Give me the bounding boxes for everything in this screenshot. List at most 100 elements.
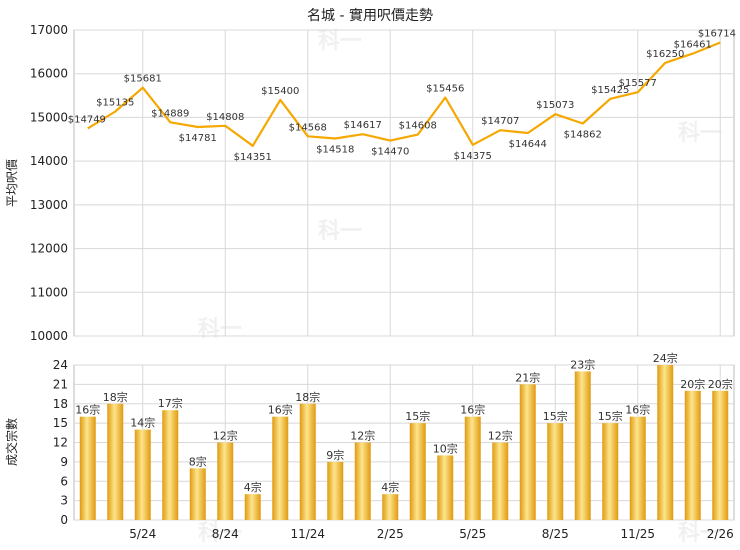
price-point-label: $14375	[454, 151, 492, 162]
transaction-bar	[629, 416, 646, 520]
transaction-bar-label: 16宗	[268, 403, 293, 417]
transaction-bar-label: 12宗	[350, 429, 375, 443]
price-y-tick-label: 10000	[30, 329, 68, 343]
transaction-bar-label: 21宗	[515, 370, 540, 384]
transaction-bar	[217, 442, 234, 520]
price-y-axis-label: 平均呎價	[5, 159, 19, 207]
transaction-bar-label: 12宗	[488, 429, 513, 443]
transaction-y-tick-label: 6	[60, 474, 68, 488]
transaction-y-tick-label: 18	[53, 397, 68, 411]
transaction-grid	[74, 364, 734, 521]
transaction-bar-label: 18宗	[103, 390, 128, 404]
price-grid	[74, 29, 734, 337]
price-series-line	[87, 41, 721, 147]
transaction-bar-label: 15宗	[405, 409, 430, 423]
price-point-label: $14617	[344, 120, 382, 131]
transaction-bar-label: 16宗	[625, 403, 650, 417]
watermark-text: 科一	[678, 521, 722, 546]
x-axis-ticks: 5/24 8/24 11/24 2/25 5/25 8/25 11/25 2/26	[129, 527, 733, 541]
transaction-bar	[684, 390, 701, 520]
transaction-y-tick-label: 9	[60, 455, 68, 469]
transaction-bar	[437, 455, 454, 520]
price-point-label: $14707	[481, 116, 519, 127]
x-tick-label: 11/24	[290, 527, 325, 541]
watermark-text: 科一	[318, 219, 362, 244]
price-y-tick-label: 15000	[30, 110, 68, 124]
price-point-label: $14608	[399, 121, 437, 132]
price-point-label: $15456	[426, 83, 464, 94]
transaction-y-tick-label: 15	[53, 416, 68, 430]
transaction-y-axis-label: 成交宗數	[4, 418, 19, 466]
price-point-label: $14470	[371, 147, 409, 158]
transaction-bar-label: 14宗	[130, 416, 155, 430]
x-tick-label: 8/25	[542, 527, 569, 541]
price-point-label: $14351	[234, 152, 272, 163]
transaction-y-tick-label: 12	[53, 436, 68, 450]
transaction-bar-label: 20宗	[680, 377, 705, 391]
transaction-bar-label: 23宗	[570, 357, 595, 371]
transaction-bar-label: 15宗	[543, 409, 568, 423]
transaction-bar	[382, 494, 399, 520]
transaction-bar	[602, 423, 619, 520]
x-tick-label: 5/25	[459, 527, 486, 541]
price-point-label: $15400	[261, 86, 299, 97]
transaction-bar	[162, 410, 179, 520]
transaction-bar	[79, 416, 96, 520]
transaction-bar-label: 4宗	[381, 480, 399, 494]
transaction-bar	[299, 403, 316, 520]
price-point-label: $15681	[124, 74, 162, 85]
transaction-bar	[519, 384, 536, 520]
price-point-label: $16714	[698, 29, 736, 40]
transaction-bars	[79, 365, 729, 520]
transaction-bar	[134, 429, 151, 520]
price-y-axis-ticks: 10000 11000 12000 13000 14000 15000 16000 17000	[30, 23, 68, 343]
price-point-label: $15135	[96, 98, 134, 109]
transaction-bar-label: 12宗	[213, 429, 238, 443]
chart-title: 名城 - 實用呎價走勢	[307, 7, 433, 24]
watermark-group-bottom: 科一 科一	[198, 521, 722, 546]
price-point-label: $15577	[619, 78, 657, 89]
transaction-bar	[354, 442, 371, 520]
price-point-label: $14889	[151, 108, 189, 119]
price-point-label: $14568	[289, 122, 327, 133]
transaction-bar-label: 10宗	[433, 441, 458, 455]
transaction-bar-label: 8宗	[189, 454, 207, 468]
price-point-label: $16461	[674, 40, 712, 51]
price-y-tick-label: 14000	[30, 154, 68, 168]
transaction-y-axis-ticks: 0 3 6 9 12 15 18 21 24	[53, 358, 68, 527]
transaction-bar	[409, 423, 426, 520]
transaction-bar	[464, 416, 481, 520]
transaction-bar	[712, 390, 729, 520]
price-y-tick-label: 13000	[30, 198, 68, 212]
transaction-bar-label: 18宗	[295, 390, 320, 404]
transaction-bar	[327, 461, 344, 520]
price-point-label: $14862	[564, 129, 602, 140]
price-y-tick-label: 17000	[30, 23, 68, 37]
transaction-bar	[657, 365, 674, 520]
x-tick-label: 8/24	[212, 527, 239, 541]
price-point-labels: $14749 $15135 $15681 $14889 $14781 $14808 $143…	[68, 29, 736, 163]
price-point-label: $16250	[646, 49, 684, 60]
watermark-text: 科一	[318, 29, 362, 54]
transaction-bar	[574, 371, 591, 520]
x-tick-label: 11/25	[620, 527, 655, 541]
transaction-y-tick-label: 21	[53, 377, 68, 391]
price-y-tick-label: 11000	[30, 285, 68, 299]
transaction-bar-label: 16宗	[460, 403, 485, 417]
transaction-bar	[492, 442, 509, 520]
price-y-tick-label: 16000	[30, 67, 68, 81]
watermark-text: 科一	[678, 121, 722, 146]
price-point-label: $14644	[509, 139, 547, 150]
x-tick-label: 2/26	[707, 527, 734, 541]
watermark-text: 科一	[198, 317, 242, 342]
transaction-bar	[547, 423, 564, 520]
price-plot-area	[73, 29, 735, 337]
transaction-bar	[272, 416, 289, 520]
transaction-y-tick-label: 24	[53, 358, 68, 372]
transaction-bar	[244, 494, 261, 520]
transaction-bar-label: 24宗	[653, 351, 678, 365]
transaction-y-tick-label: 3	[60, 494, 68, 508]
